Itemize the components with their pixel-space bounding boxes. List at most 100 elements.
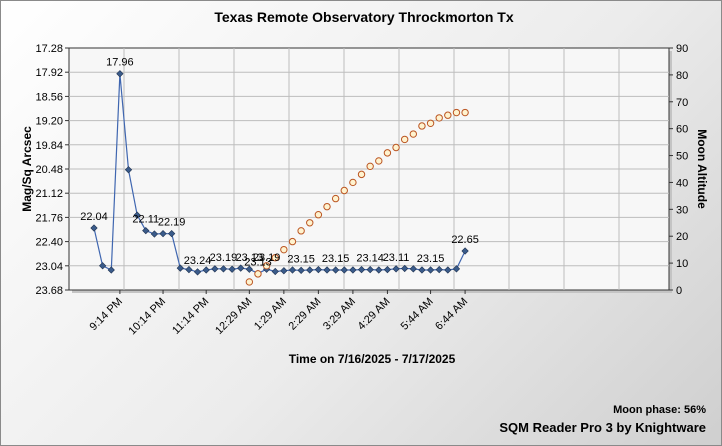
sky-brightness-point: [366, 265, 374, 274]
left-tick-label: 21.76: [35, 212, 63, 224]
left-tick-label: 17.28: [35, 43, 63, 55]
right-tick-label: 90: [676, 43, 688, 55]
data-label: 23.13: [244, 256, 272, 268]
sky-brightness-point: [314, 265, 323, 274]
moon-altitude-point: [340, 186, 348, 195]
data-label: 22.11: [132, 214, 159, 226]
left-tick-label: 21.12: [35, 188, 63, 200]
x-tick-label: 3:29 AM: [321, 296, 358, 333]
moon-altitude-point: [375, 157, 383, 165]
sky-brightness-point: [228, 265, 236, 273]
moon-altitude-point: [245, 278, 254, 286]
x-tick-label: 12:29 AM: [213, 296, 254, 337]
moon-altitude-point: [254, 270, 262, 278]
sky-brightness-point: [288, 266, 297, 274]
data-label: 22.04: [80, 211, 108, 223]
data-label: 23.15: [287, 253, 315, 265]
left-axis-ticks: 17.28 17.92 18.56 19.20 19.84 20.48 21.12 21.76…: [35, 43, 69, 297]
sky-brightness-point: [116, 70, 124, 78]
data-label: 23.24: [184, 255, 212, 267]
moon-altitude-point: [262, 262, 271, 270]
data-label: 23.19: [253, 252, 281, 264]
sky-brightness-point: [185, 265, 193, 274]
x-tick-label: 9:14 PM: [88, 296, 125, 333]
moon-altitude-point: [271, 254, 279, 262]
sky-brightness-point: [375, 266, 383, 274]
x-tick-label: 6:44 AM: [433, 296, 470, 333]
sky-brightness-point: [202, 266, 210, 274]
sky-brightness-point: [168, 230, 176, 238]
data-label: 23.15: [322, 253, 350, 265]
sky-brightness-point: [332, 266, 340, 274]
right-tick-label: 0: [676, 285, 682, 297]
right-tick-label: 40: [676, 177, 688, 189]
left-tick-label: 19.84: [35, 140, 63, 152]
sky-brightness-point: [426, 266, 435, 274]
right-tick-label: 30: [676, 204, 688, 216]
data-label: 22.19: [158, 217, 186, 229]
chart-title: Texas Remote Observatory Throckmorton Tx: [214, 9, 513, 25]
sky-brightness-point: [297, 266, 305, 274]
grid: [69, 48, 669, 290]
moon-altitude-point: [331, 194, 340, 203]
moon-altitude-point: [461, 108, 469, 117]
left-tick-label: 17.92: [35, 67, 63, 79]
sky-brightness-point: [99, 262, 107, 270]
moon-altitude-point: [357, 170, 366, 179]
sky-brightness-point: [237, 264, 245, 272]
moon-altitude-point: [418, 122, 426, 130]
data-label: 23.13: [236, 252, 264, 264]
x-tick-label: 10:14 PM: [126, 296, 168, 338]
left-axis-title: Mag/Sq Arcsec: [20, 126, 34, 212]
sky-brightness-point: [418, 266, 426, 274]
moon-altitude-point: [452, 108, 461, 117]
right-tick-label: 20: [676, 231, 688, 243]
moon-altitude-point: [392, 143, 400, 152]
sky-brightness-point: [245, 265, 253, 273]
x-tick-label: 5:44 AM: [399, 296, 436, 333]
moon-altitude-point: [409, 130, 418, 138]
left-tick-label: 22.40: [35, 237, 63, 249]
sky-brightness-point: [461, 247, 469, 255]
right-tick-label: 60: [676, 124, 688, 136]
sky-brightness-point: [150, 230, 159, 238]
x-tick-label: 2:29 AM: [286, 296, 323, 333]
x-tick-label: 1:29 AM: [252, 296, 289, 333]
right-tick-label: 70: [676, 97, 688, 109]
x-tick-label: 4:29 AM: [356, 296, 393, 333]
moon-altitude-point: [349, 178, 357, 187]
sky-brightness-point: [211, 265, 219, 273]
sky-brightness-point: [107, 266, 115, 274]
sky-brightness-point: [435, 265, 443, 274]
sky-brightness-point: [90, 224, 98, 232]
sky-brightness-point: [176, 264, 184, 272]
right-tick-label: 80: [676, 70, 688, 82]
sky-brightness-point: [392, 265, 400, 273]
right-tick-label: 50: [676, 151, 688, 163]
x-tick-label: 11:14 PM: [170, 296, 211, 337]
moon-altitude-point: [314, 211, 323, 219]
sky-brightness-point: [349, 266, 357, 274]
sky-brightness-point: [401, 264, 409, 273]
moon-altitude-point: [288, 237, 297, 246]
left-tick-label: 19.20: [35, 116, 63, 128]
sky-brightness-point: [133, 211, 141, 219]
moon-altitude-point: [323, 202, 331, 211]
moon-altitude-point: [306, 219, 314, 227]
left-tick-label: 18.56: [35, 91, 63, 103]
sky-brightness-point: [409, 265, 417, 273]
sky-brightness-point: [193, 268, 202, 276]
right-axis-title: Moon Altitude: [695, 129, 709, 209]
sky-brightness-point: [323, 266, 331, 274]
sky-brightness-point: [452, 265, 461, 273]
credit-text: SQM Reader Pro 3 by Knightware: [499, 420, 706, 435]
data-labels: 22.0417.9622.1122.1923.2423.1923.1323.13…: [80, 57, 479, 269]
sky-brightness-point: [280, 267, 288, 275]
data-label: 22.65: [451, 234, 479, 246]
x-axis-title: Time on 7/16/2025 - 7/17/2025: [289, 352, 456, 366]
left-tick-label: 23.04: [35, 261, 63, 273]
x-axis-ticks: 9:14 PM 10:14 PM 11:14 PM 12:29 AM1:29 AM2:…: [88, 290, 470, 338]
moon-altitude-point: [383, 149, 392, 157]
data-label: 23.19: [210, 252, 238, 264]
